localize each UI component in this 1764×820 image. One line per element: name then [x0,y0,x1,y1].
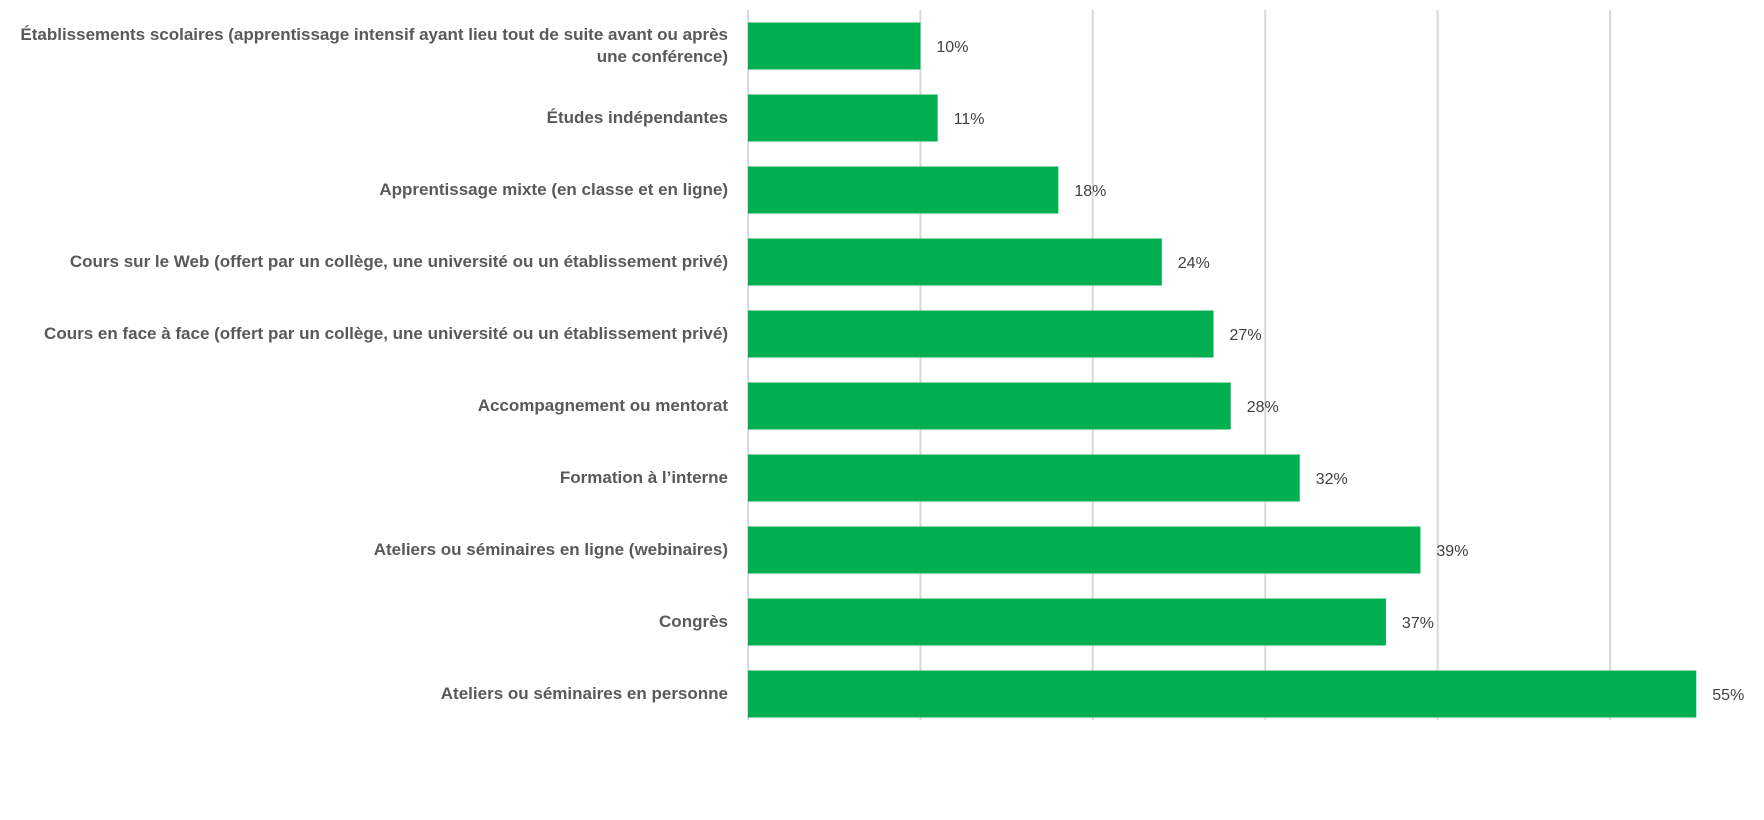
data-label: 27% [1230,327,1262,344]
category-label: Ateliers ou séminaires en ligne (webinai… [373,540,728,559]
bar [748,670,1697,718]
bar [748,166,1059,214]
category-label: Apprentissage mixte (en classe et en lig… [379,180,728,199]
bar [748,94,938,142]
data-label: 11% [954,111,985,128]
bar [748,526,1421,574]
category-label: Cours sur le Web (offert par un collège,… [69,252,728,271]
data-label: 37% [1402,615,1434,632]
data-label: 28% [1247,399,1279,416]
bar [748,22,921,70]
bar [748,382,1231,430]
data-label: 24% [1178,255,1210,272]
category-label: Cours en face à face (offert par un coll… [44,324,728,343]
data-label: 10% [936,39,968,56]
data-label: 18% [1074,183,1106,200]
data-label: 32% [1316,471,1348,488]
bar [748,238,1162,286]
data-label: 39% [1436,543,1468,560]
category-label: Établissements scolaires (apprentissage … [20,25,728,66]
bar [748,454,1300,502]
category-label: Accompagnement ou mentorat [477,396,728,415]
category-label: Ateliers ou séminaires en personne [440,684,728,703]
category-label: Études indépendantes [546,108,728,127]
category-label: Congrès [659,612,728,631]
data-label: 55% [1712,687,1744,704]
bar [748,598,1386,646]
bar [748,310,1214,358]
category-label: Formation à l’interne [559,468,728,487]
